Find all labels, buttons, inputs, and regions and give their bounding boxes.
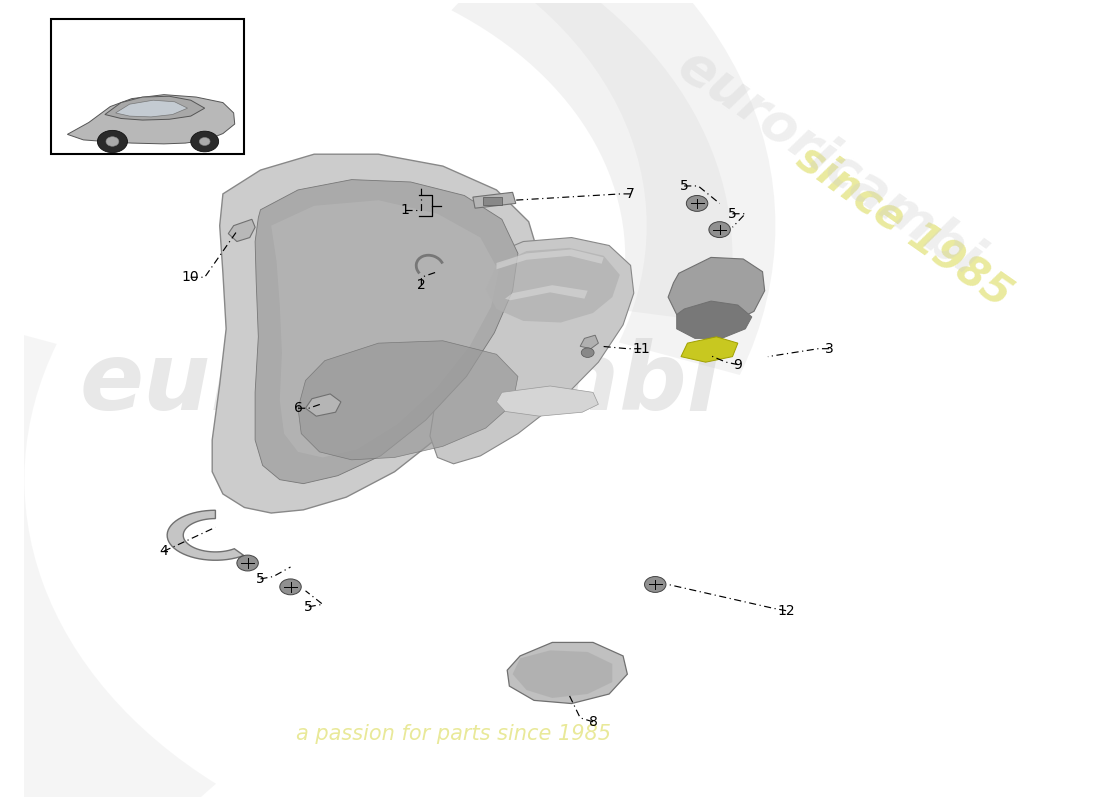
Polygon shape [668,258,764,326]
Text: 6: 6 [294,402,302,415]
Polygon shape [272,200,498,458]
Bar [52,19,244,154]
Polygon shape [229,219,255,242]
Text: 10: 10 [182,270,199,284]
Wedge shape [0,303,216,800]
Text: 1: 1 [400,202,409,217]
Polygon shape [104,96,205,120]
Circle shape [581,348,594,358]
Polygon shape [496,250,604,270]
Polygon shape [681,337,738,362]
Polygon shape [505,285,587,300]
Polygon shape [67,94,234,144]
Polygon shape [212,154,539,513]
Text: 12: 12 [778,604,795,618]
Bar [483,197,502,205]
Text: 3: 3 [825,342,834,356]
Circle shape [686,195,707,211]
Circle shape [199,138,210,146]
Circle shape [708,222,730,238]
Text: 4: 4 [160,544,168,558]
Text: 2: 2 [417,278,426,292]
Polygon shape [473,192,516,208]
Circle shape [645,577,665,593]
Text: a passion for parts since 1985: a passion for parts since 1985 [296,724,612,744]
Text: 9: 9 [734,358,742,371]
Polygon shape [580,335,598,349]
Wedge shape [451,0,733,323]
Text: euroricambi: euroricambi [668,38,990,286]
Polygon shape [513,650,613,698]
Polygon shape [255,180,518,484]
Circle shape [236,555,258,571]
Text: euroricambi: euroricambi [80,338,720,430]
Circle shape [279,579,301,594]
Polygon shape [430,238,634,464]
Polygon shape [486,248,619,322]
Polygon shape [496,386,598,416]
Polygon shape [676,301,751,338]
Text: 8: 8 [588,715,597,729]
Text: 5: 5 [680,179,689,193]
Circle shape [98,130,128,153]
Text: 5: 5 [305,600,314,614]
Polygon shape [167,510,244,560]
Wedge shape [416,0,776,375]
Text: since 1985: since 1985 [789,136,1020,315]
Polygon shape [507,642,627,703]
Text: 7: 7 [626,187,635,201]
Polygon shape [306,394,341,416]
Text: 5: 5 [728,206,737,221]
Polygon shape [116,100,187,117]
Text: 11: 11 [632,342,650,356]
Circle shape [190,131,219,152]
Circle shape [106,137,119,146]
Polygon shape [298,341,518,460]
Text: 5: 5 [256,572,265,586]
